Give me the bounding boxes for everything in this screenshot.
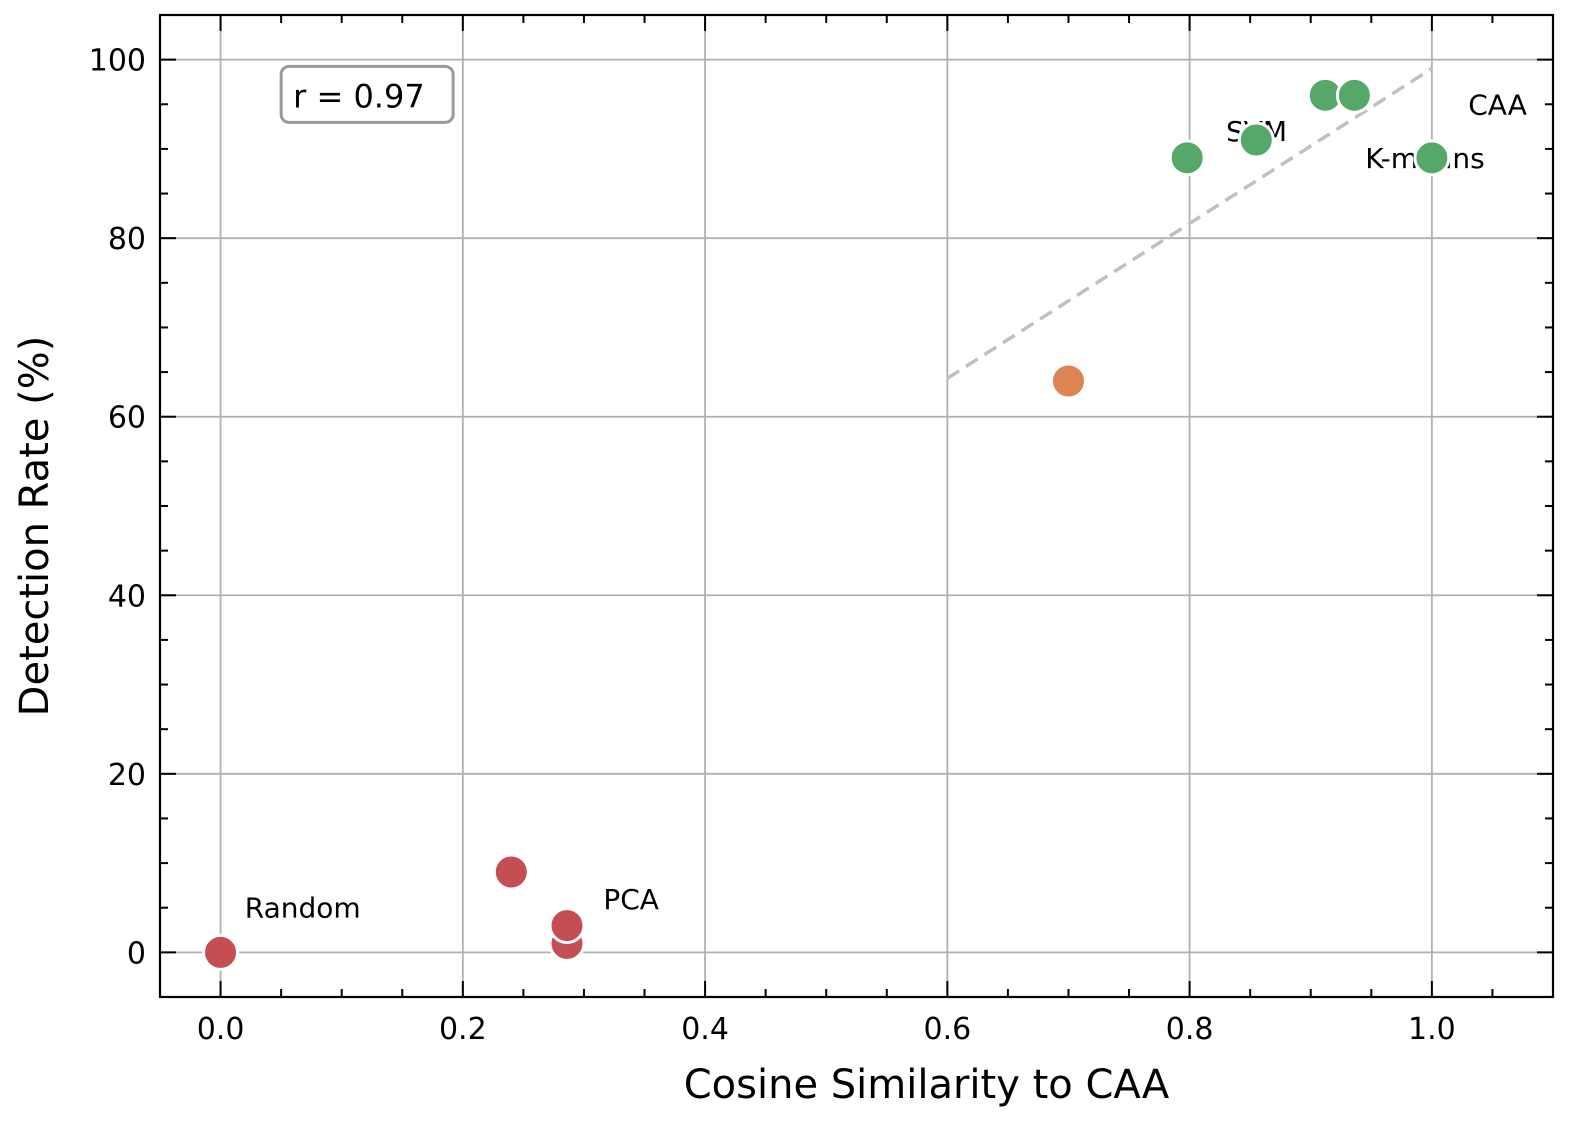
correlation-text: r = 0.97 xyxy=(293,77,425,115)
annotation-box xyxy=(279,64,455,124)
data-point xyxy=(1168,139,1206,177)
data-point xyxy=(202,933,240,971)
y-tick-label: 20 xyxy=(108,758,146,793)
point-label: Random xyxy=(245,892,361,925)
y-tick-label: 60 xyxy=(108,401,146,436)
data-point xyxy=(548,907,586,945)
y-tick-label: 100 xyxy=(89,44,146,79)
data-point xyxy=(1049,362,1087,400)
x-tick-label: 1.0 xyxy=(1408,1012,1456,1047)
correlation-annotation: r = 0.97 xyxy=(279,64,455,124)
data-point xyxy=(1413,139,1451,177)
point-label: CAA xyxy=(1468,88,1527,121)
point-label: PCA xyxy=(603,883,659,916)
data-point xyxy=(1335,76,1373,114)
plot-frame xyxy=(158,13,1555,999)
axis-ticks xyxy=(159,14,1554,998)
x-tick-label: 0.4 xyxy=(681,1012,729,1047)
data-point xyxy=(492,853,530,891)
x-tick-label: 0.0 xyxy=(197,1012,245,1047)
x-tick-label: 0.6 xyxy=(923,1012,971,1047)
x-tick-label: 0.2 xyxy=(439,1012,487,1047)
y-tick-label: 0 xyxy=(127,936,146,971)
data-points xyxy=(202,76,1451,971)
grid-lines xyxy=(160,15,1553,997)
x-axis-label: Cosine Similarity to CAA xyxy=(684,1062,1170,1108)
y-tick-label: 80 xyxy=(108,222,146,257)
x-tick-label: 0.8 xyxy=(1166,1012,1214,1047)
tick-labels: 0.0 0.2 0.4 0.6 0.8 1.0 0 20 40 60 80 100 xyxy=(89,44,1456,1047)
data-point xyxy=(1237,121,1275,159)
y-axis-label: Detection Rate (%) xyxy=(12,336,58,717)
point-labels: RandomPCASVMCAAK-means xyxy=(245,88,1527,924)
trend-line xyxy=(946,67,1433,380)
trendline-layer xyxy=(946,67,1433,380)
y-tick-label: 40 xyxy=(108,579,146,614)
